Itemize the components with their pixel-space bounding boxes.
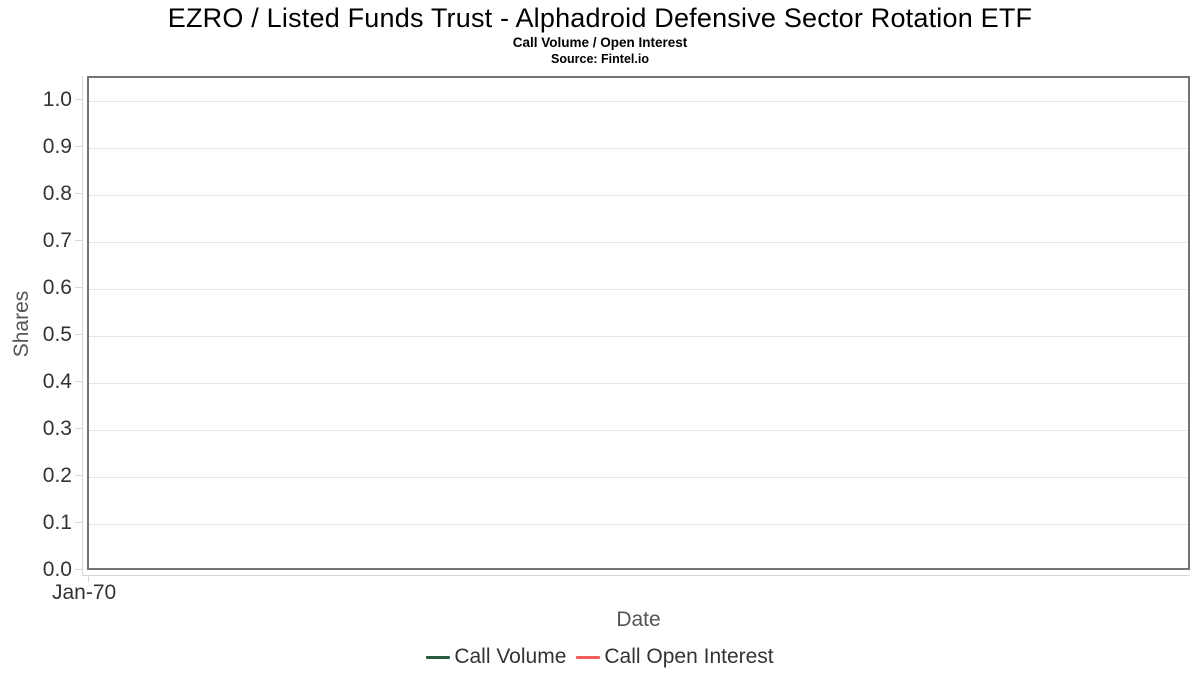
y-tick-label-0.3: 0.3 <box>42 417 72 440</box>
y-tick-mark-0.9 <box>75 146 82 147</box>
x-axis-title: Date <box>616 608 661 631</box>
y-tick-mark-0.8 <box>75 193 82 194</box>
legend-item-call-volume[interactable]: Call Volume <box>426 645 566 669</box>
legend: Call Volume Call Open Interest <box>0 645 1200 669</box>
y-tick-mark-0.2 <box>75 475 82 476</box>
y-tick-mark-0.3 <box>75 428 82 429</box>
x-axis-tick-mark <box>88 576 89 582</box>
y-tick-label-0.7: 0.7 <box>42 229 72 252</box>
y-tick-label-0.1: 0.1 <box>42 511 72 534</box>
x-tick-label: Jan-70 <box>52 581 117 604</box>
y-tick-mark-0.6 <box>75 287 82 288</box>
y-tick-label-0.5: 0.5 <box>42 323 72 346</box>
y-tick-label-0.2: 0.2 <box>42 464 72 487</box>
y-tick-label-0.4: 0.4 <box>42 370 72 393</box>
legend-label: Call Open Interest <box>604 645 774 668</box>
y-tick-mark-0.5 <box>75 334 82 335</box>
y-tick-mark-0.4 <box>75 381 82 382</box>
legend-item-call-open-interest[interactable]: Call Open Interest <box>576 645 774 669</box>
y-tick-mark-0.1 <box>75 522 82 523</box>
gridline-y-0.6 <box>89 289 1188 290</box>
gridline-y-0.9 <box>89 148 1188 149</box>
y-tick-label-0.9: 0.9 <box>42 135 72 158</box>
gridline-y-0.3 <box>89 430 1188 431</box>
gridline-y-0.4 <box>89 383 1188 384</box>
chart-subtitle: Call Volume / Open Interest <box>512 35 688 50</box>
y-tick-mark-1.0 <box>75 99 82 100</box>
y-axis-line <box>82 76 83 575</box>
legend-swatch-icon <box>576 655 601 659</box>
x-axis-line <box>82 575 1190 576</box>
plot-area <box>87 76 1190 570</box>
gridline-y-0.7 <box>89 242 1188 243</box>
gridline-y-0.5 <box>89 336 1188 337</box>
y-tick-label-1.0: 1.0 <box>42 88 72 111</box>
gridline-y-0.2 <box>89 477 1188 478</box>
gridline-y-0.8 <box>89 195 1188 196</box>
chart-source: Source: Fintel.io <box>551 52 649 66</box>
gridline-y-1.0 <box>89 101 1188 102</box>
chart-title: EZRO / Listed Funds Trust - Alphadroid D… <box>167 3 1033 33</box>
legend-label: Call Volume <box>454 645 567 668</box>
gridline-y-0.1 <box>89 524 1188 525</box>
y-tick-label-0.0: 0.0 <box>42 558 72 581</box>
y-tick-label-0.8: 0.8 <box>42 182 72 205</box>
legend-swatch-icon <box>426 655 451 659</box>
y-tick-mark-0.0 <box>75 569 82 570</box>
y-tick-mark-0.7 <box>75 240 82 241</box>
y-tick-label-0.6: 0.6 <box>42 276 72 299</box>
